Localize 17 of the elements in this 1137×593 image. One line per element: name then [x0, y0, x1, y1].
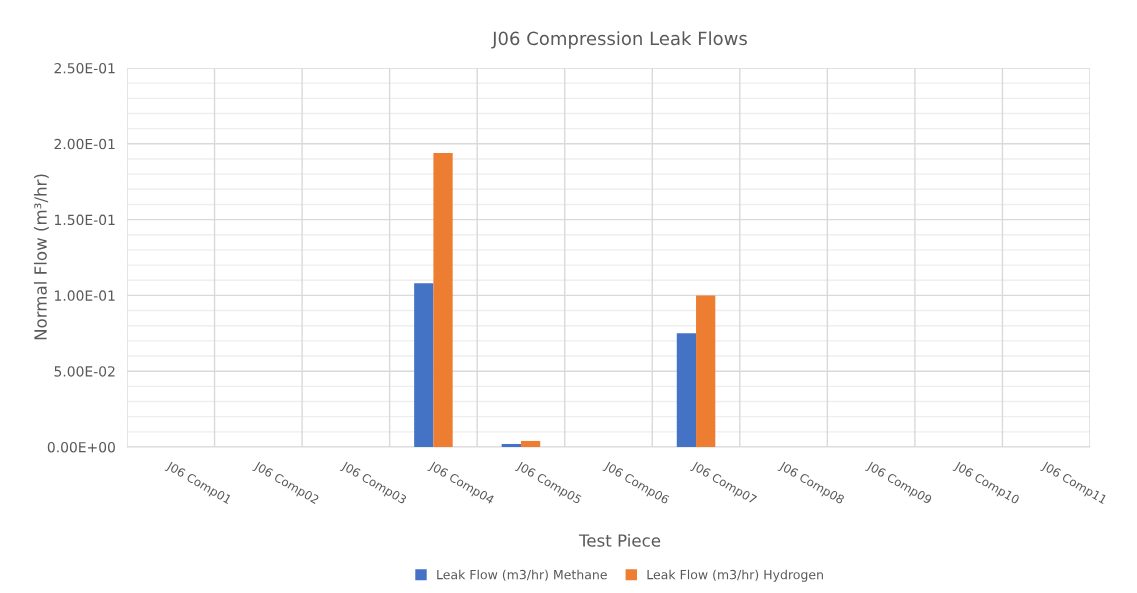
y-tick-label: 5.00E-02 — [54, 366, 115, 377]
bar — [676, 333, 697, 447]
y-axis-title: Normal Flow (m³/hr) — [33, 174, 49, 340]
y-tick-label: 0.00E+00 — [47, 441, 115, 453]
y-tick-label: 2.00E-01 — [54, 138, 115, 150]
y-tick-label: 1.50E-01 — [55, 214, 115, 226]
bar — [520, 440, 541, 447]
y-tick-label: 1.00E-01 — [55, 290, 115, 301]
bar — [433, 152, 453, 447]
bar — [501, 443, 521, 447]
bar — [414, 283, 434, 447]
legend-label: Leak Flow (m3/hr) Methane — [437, 569, 607, 581]
y-tick-label: 2.50E-01 — [54, 62, 115, 74]
bar — [696, 295, 716, 447]
legend-label: Leak Flow (m3/hr) Hydrogen — [647, 569, 823, 582]
x-axis-title: Test Piece — [578, 533, 661, 547]
chart-title: J06 Compression Leak Flows — [491, 31, 747, 49]
